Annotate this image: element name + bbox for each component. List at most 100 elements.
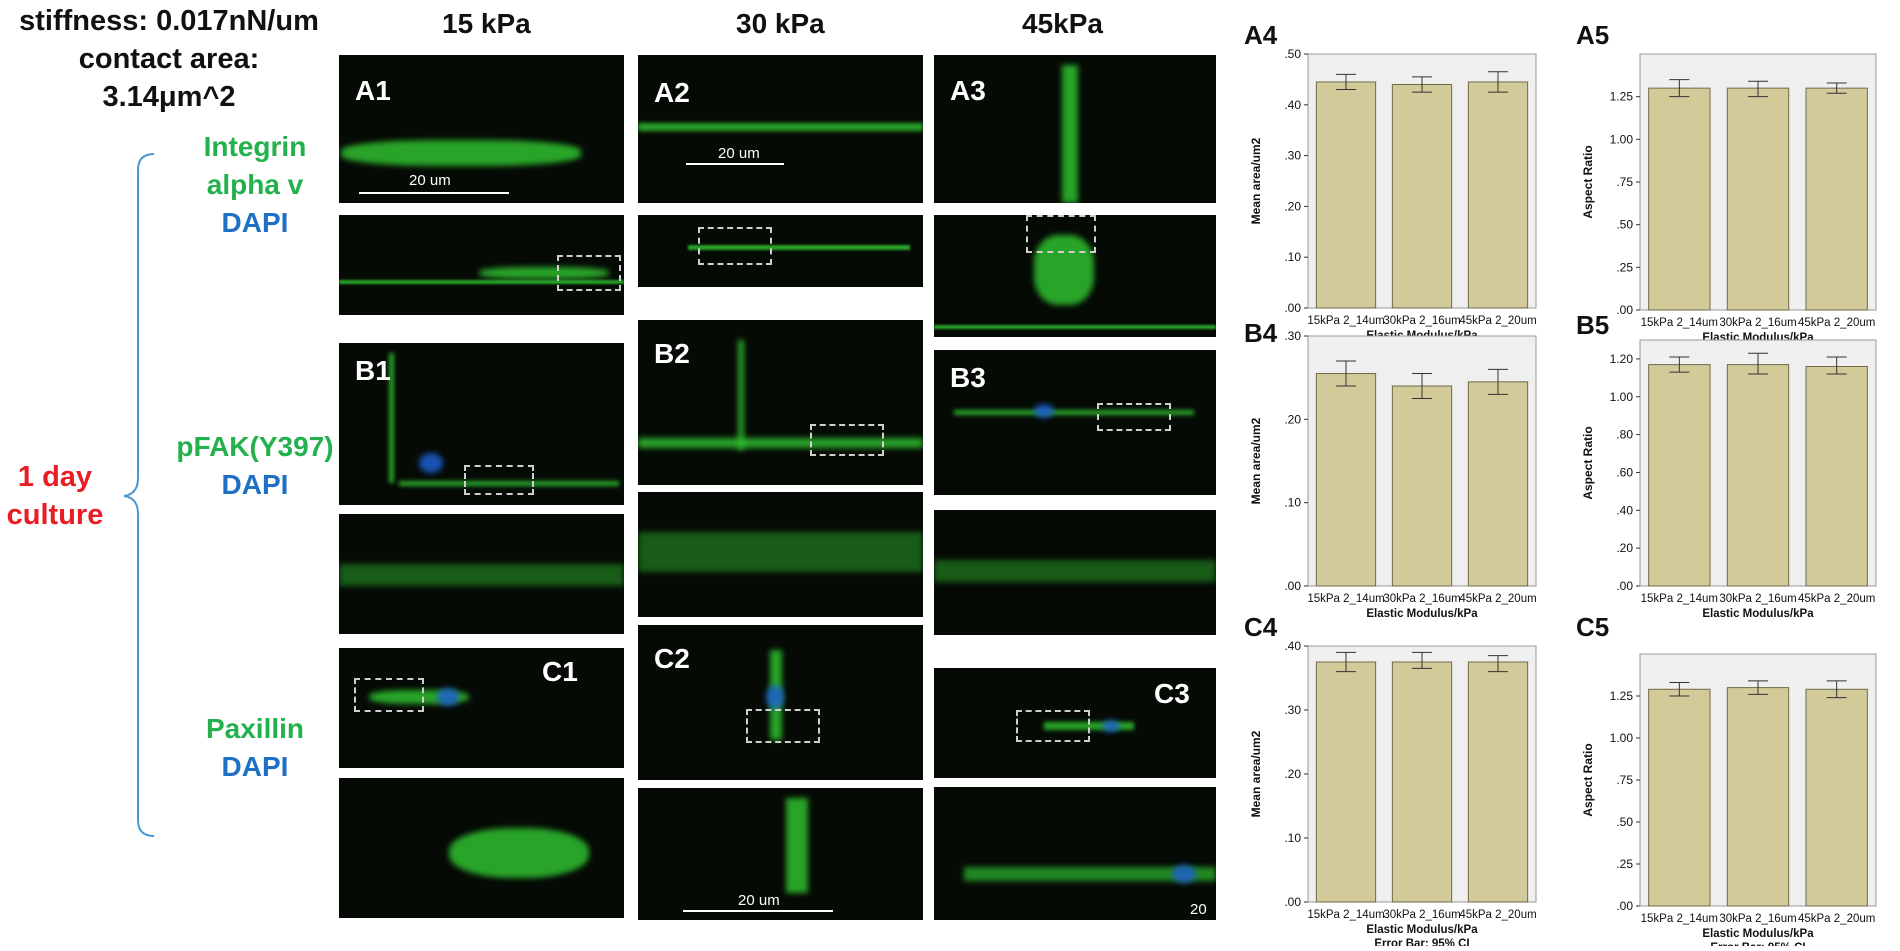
x-tick-label: 45kPa 2_20um (1459, 315, 1536, 327)
chart-title: C4 (1244, 612, 1278, 642)
y-tick-label: .30 (1284, 703, 1301, 717)
x-tick-label: 45kPa 2_20um (1459, 909, 1536, 921)
y-tick-label: .00 (1616, 899, 1633, 913)
micrograph-a1: A1 20 um (339, 55, 624, 203)
x-axis-label: Elastic Modulus/kPa (1366, 924, 1478, 936)
cell-paxillin (786, 798, 808, 893)
bar (1467, 81, 1529, 309)
y-axis-label: Aspect Ratio (1581, 743, 1595, 816)
x-axis-label: Elastic Modulus/kPa (1702, 332, 1814, 340)
zoom-roi-box (698, 227, 772, 265)
micrograph-a1-zoom (339, 215, 624, 315)
x-tick-label: 30kPa 2_16um (1719, 317, 1796, 329)
y-tick-label: .50 (1616, 218, 1633, 232)
cell-integrin (1062, 65, 1078, 203)
column-header-15kpa: 15 kPa (442, 8, 531, 39)
panel-label-c1: C1 (542, 656, 578, 687)
bar (1391, 385, 1453, 587)
bar (1726, 87, 1790, 311)
chart-title: B5 (1576, 310, 1609, 340)
micrograph-b1-zoom (339, 514, 624, 634)
y-tick-label: .20 (1284, 767, 1301, 781)
bar (1467, 661, 1529, 903)
y-tick-label: .20 (1616, 541, 1633, 555)
zoom-roi-box (810, 424, 884, 456)
bar (1467, 381, 1529, 587)
nucleus (437, 688, 459, 706)
stain-label-pfak: pFAK(Y397) DAPI (176, 431, 334, 500)
x-tick-label: 15kPa 2_14um (1307, 909, 1384, 921)
micrograph-c2: C2 (638, 625, 923, 780)
micrograph-c1: C1 (339, 648, 624, 768)
stain-label-paxillin: Paxillin DAPI (205, 713, 305, 782)
x-tick-label: 15kPa 2_14um (1307, 593, 1384, 605)
x-tick-label: 30kPa 2_16um (1383, 315, 1460, 327)
y-tick-label: 1.00 (1610, 390, 1634, 404)
y-tick-label: .50 (1284, 47, 1301, 61)
scale-bar-label: 20 um (718, 145, 760, 162)
micrograph-a2: A2 20 um (638, 55, 923, 203)
scale-bar-label: 20 um (738, 892, 780, 909)
zoom-roi-box (354, 678, 424, 712)
micrograph-a3: A3 (934, 55, 1216, 203)
y-tick-label: 1.20 (1610, 352, 1634, 366)
bar (1726, 687, 1790, 907)
cell-integrin (479, 267, 609, 279)
cell-process (339, 564, 624, 586)
panel-label-a3: A3 (950, 75, 986, 106)
bar-chart-c5: C5 .00 .25 .50 .75 1.00 1.25 Aspect Ratio 15kPa … (1576, 612, 1877, 946)
chart-title: C5 (1576, 612, 1609, 642)
culture-brace (123, 153, 155, 837)
cell-process (964, 867, 1216, 881)
cell-process (954, 410, 1194, 415)
micrograph-b3-zoom (934, 510, 1216, 635)
x-tick-label: 15kPa 2_14um (1641, 913, 1718, 925)
nucleus (1034, 404, 1054, 418)
x-tick-label: 30kPa 2_16um (1719, 913, 1796, 925)
bar (1391, 83, 1453, 309)
cell-integrin (1034, 235, 1094, 305)
y-axis-label: Mean area/um2 (1249, 417, 1263, 504)
y-tick-label: .00 (1284, 301, 1301, 315)
bar (1726, 364, 1790, 587)
x-tick-label: 45kPa 2_20um (1798, 593, 1875, 605)
scale-bar-label: 20 (1190, 901, 1207, 918)
column-header-45kpa: 45kPa (1022, 8, 1103, 39)
panel-label-b3: B3 (950, 362, 986, 393)
cell-process (638, 123, 923, 131)
y-tick-label: .30 (1284, 329, 1301, 343)
x-axis-label: Elastic Modulus/kPa (1366, 608, 1478, 620)
y-tick-label: .10 (1284, 250, 1301, 264)
bar (1805, 87, 1868, 311)
stiffness-text: stiffness: 0.017nN/um (19, 5, 319, 37)
x-tick-label: 30kPa 2_16um (1383, 909, 1460, 921)
y-axis-label: Mean area/um2 (1249, 730, 1263, 817)
y-tick-label: .50 (1616, 815, 1633, 829)
micrograph-c3-zoom: 20 (934, 787, 1216, 920)
micrograph-c3: C3 (934, 668, 1216, 778)
cell-process (339, 280, 624, 284)
cell-process (638, 532, 923, 572)
y-tick-label: .00 (1284, 579, 1301, 593)
scale-bar (359, 192, 509, 194)
column-header-30kpa: 30 kPa (736, 8, 825, 39)
nucleus (419, 453, 443, 473)
contact-area-value: 3.14μm^2 (102, 81, 236, 113)
scale-bar (683, 910, 833, 912)
x-axis-label: Elastic Modulus/kPa (1702, 928, 1814, 940)
bar-chart-c4: C4 .00 .10 .20 .30 .40 Mean area/um2 15kPa 2_14… (1244, 612, 1537, 946)
bar-chart-a5: A5 .00 .25 .50 .75 1.00 1.25 Aspect Ratio 15kPa … (1576, 20, 1877, 340)
bar (1648, 688, 1711, 907)
y-tick-label: .25 (1616, 260, 1633, 274)
cell-process (738, 340, 744, 450)
zoom-roi-box (1026, 215, 1096, 253)
panel-label-a1: A1 (355, 75, 391, 106)
panel-label-b1: B1 (355, 355, 391, 386)
cell-process (934, 560, 1216, 582)
y-axis-label: Mean area/um2 (1249, 137, 1263, 224)
y-tick-label: .75 (1616, 175, 1633, 189)
y-tick-label: .20 (1284, 199, 1301, 213)
zoom-roi-box (1016, 710, 1090, 742)
scale-bar-label: 20 um (409, 172, 451, 189)
